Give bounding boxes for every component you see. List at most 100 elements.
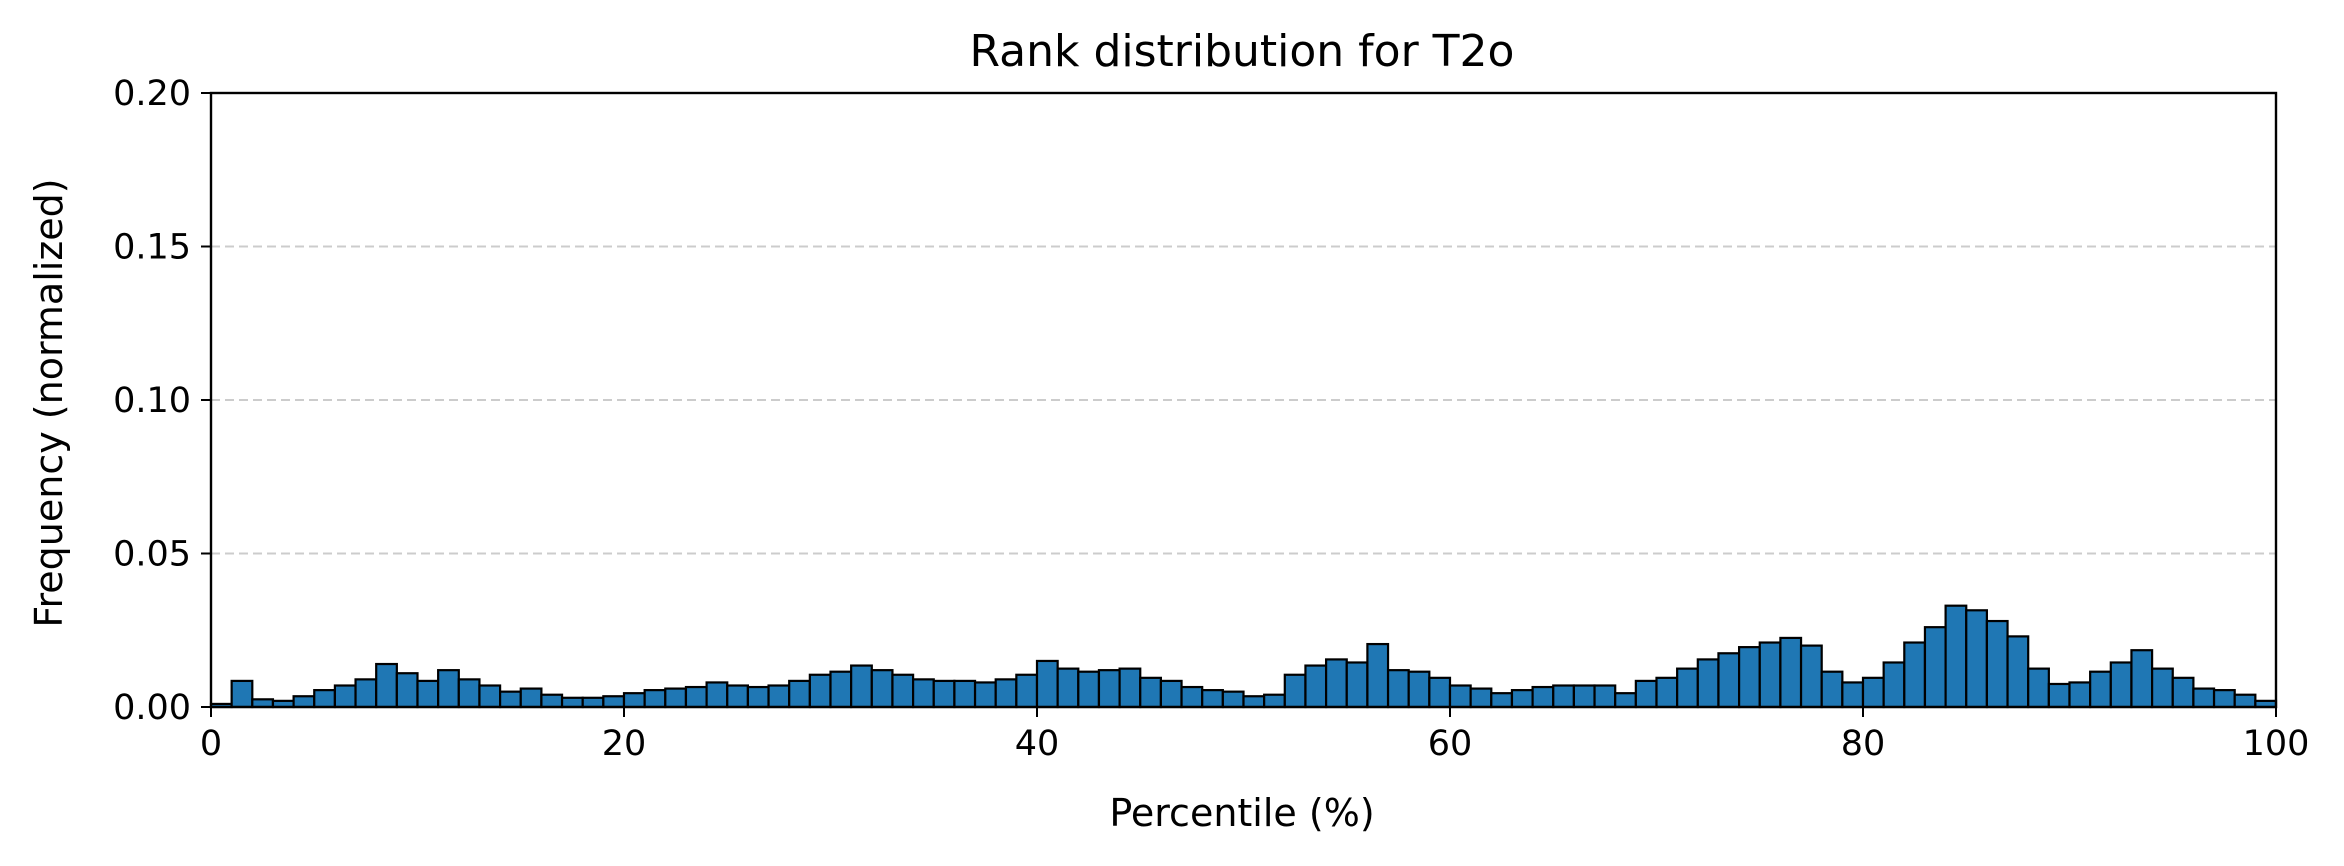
- bar-79: [1841, 681, 1865, 709]
- bar-20: [622, 692, 646, 709]
- bar-15: [519, 687, 543, 709]
- bar-40: [1035, 659, 1059, 709]
- bar-67: [1593, 684, 1617, 709]
- x-tick-label-20: 20: [602, 724, 647, 764]
- bar-30: [829, 670, 853, 709]
- bar-6: [333, 684, 357, 709]
- gridlines: [211, 245, 2276, 555]
- bar-18: [581, 696, 605, 709]
- y-tick-label-0.15: 0.15: [113, 228, 191, 268]
- bar-1: [230, 679, 254, 709]
- y-tick-label-0.05: 0.05: [113, 535, 191, 575]
- x-tick-label-80: 80: [1841, 724, 1886, 764]
- bar-52: [1283, 673, 1307, 709]
- bar-5: [313, 689, 336, 709]
- bar-54: [1324, 658, 1348, 709]
- y-tick-label-0.20: 0.20: [113, 74, 191, 114]
- bar-56: [1366, 642, 1390, 709]
- y-axis-ticks: 0.00 0.05 0.10 0.15 0.20: [113, 74, 211, 728]
- bar-55: [1345, 661, 1369, 709]
- bar-88: [2027, 667, 2050, 709]
- bar-86: [1985, 619, 2009, 709]
- bar-61: [1469, 687, 1493, 709]
- bar-59: [1428, 676, 1452, 709]
- bar-43: [1097, 669, 1121, 709]
- bar-94: [2151, 667, 2174, 709]
- bar-91: [2089, 670, 2112, 709]
- bars: [209, 604, 2278, 709]
- bar-78: [1820, 670, 1844, 709]
- bar-44: [1118, 667, 1142, 709]
- bar-36: [953, 679, 977, 709]
- bar-11: [437, 669, 460, 709]
- bar-50: [1242, 695, 1266, 709]
- bar-49: [1221, 690, 1245, 709]
- bar-63: [1510, 689, 1534, 709]
- bar-62: [1490, 692, 1514, 709]
- bar-80: [1861, 676, 1885, 709]
- bar-33: [891, 673, 915, 709]
- y-tick-label-0.10: 0.10: [113, 381, 191, 421]
- bar-72: [1696, 658, 1720, 709]
- bar-89: [2047, 682, 2071, 709]
- bar-95: [2171, 676, 2195, 709]
- bar-92: [2109, 661, 2133, 709]
- bar-19: [602, 695, 626, 709]
- bar-53: [1304, 664, 1328, 709]
- x-axis-label: Percentile (%): [1109, 791, 1374, 835]
- x-tick-label-40: 40: [1015, 724, 1060, 764]
- bar-42: [1077, 670, 1101, 709]
- bar-32: [870, 669, 894, 709]
- bar-41: [1056, 667, 1080, 709]
- chart-title: Rank distribution for T2o: [970, 26, 1515, 77]
- bar-14: [499, 690, 522, 709]
- bar-68: [1614, 692, 1637, 709]
- bar-35: [932, 679, 956, 709]
- bar-39: [1015, 673, 1039, 709]
- bar-31: [850, 664, 873, 709]
- bar-76: [1779, 636, 1803, 709]
- bar-29: [808, 673, 832, 709]
- bar-66: [1572, 684, 1596, 709]
- x-axis-ticks: 0 20 40 60 80 100: [200, 707, 2310, 764]
- x-tick-label-100: 100: [2243, 724, 2310, 764]
- bar-48: [1201, 689, 1224, 709]
- bar-85: [1965, 609, 1988, 709]
- bar-47: [1180, 685, 1204, 709]
- bar-38: [994, 678, 1018, 709]
- bar-46: [1159, 679, 1183, 709]
- bar-75: [1758, 641, 1782, 709]
- bar-81: [1882, 661, 1906, 709]
- bar-65: [1552, 684, 1575, 709]
- bar-37: [973, 681, 997, 709]
- bar-45: [1139, 676, 1162, 709]
- bar-83: [1923, 626, 1947, 709]
- bar-21: [643, 689, 667, 709]
- bar-26: [746, 685, 770, 709]
- bar-64: [1531, 685, 1555, 709]
- bar-87: [2006, 635, 2030, 709]
- bar-77: [1799, 644, 1823, 709]
- bar-9: [395, 672, 419, 709]
- bar-16: [540, 693, 564, 709]
- bar-97: [2212, 689, 2236, 709]
- bar-69: [1634, 679, 1658, 709]
- bar-22: [664, 687, 688, 709]
- bar-70: [1655, 676, 1679, 709]
- bar-93: [2130, 649, 2154, 709]
- y-axis-label: Frequency (normalized): [27, 178, 71, 627]
- bar-90: [2068, 681, 2092, 709]
- bar-51: [1263, 693, 1286, 709]
- bar-98: [2233, 693, 2257, 709]
- bar-13: [478, 684, 502, 709]
- bar-57: [1386, 669, 1410, 709]
- bar-23: [684, 685, 708, 709]
- bar-58: [1407, 670, 1431, 709]
- x-tick-label-60: 60: [1428, 724, 1473, 764]
- bar-4: [292, 695, 316, 709]
- bar-34: [911, 678, 935, 709]
- bar-28: [788, 679, 811, 709]
- y-tick-label-0.00: 0.00: [113, 688, 191, 728]
